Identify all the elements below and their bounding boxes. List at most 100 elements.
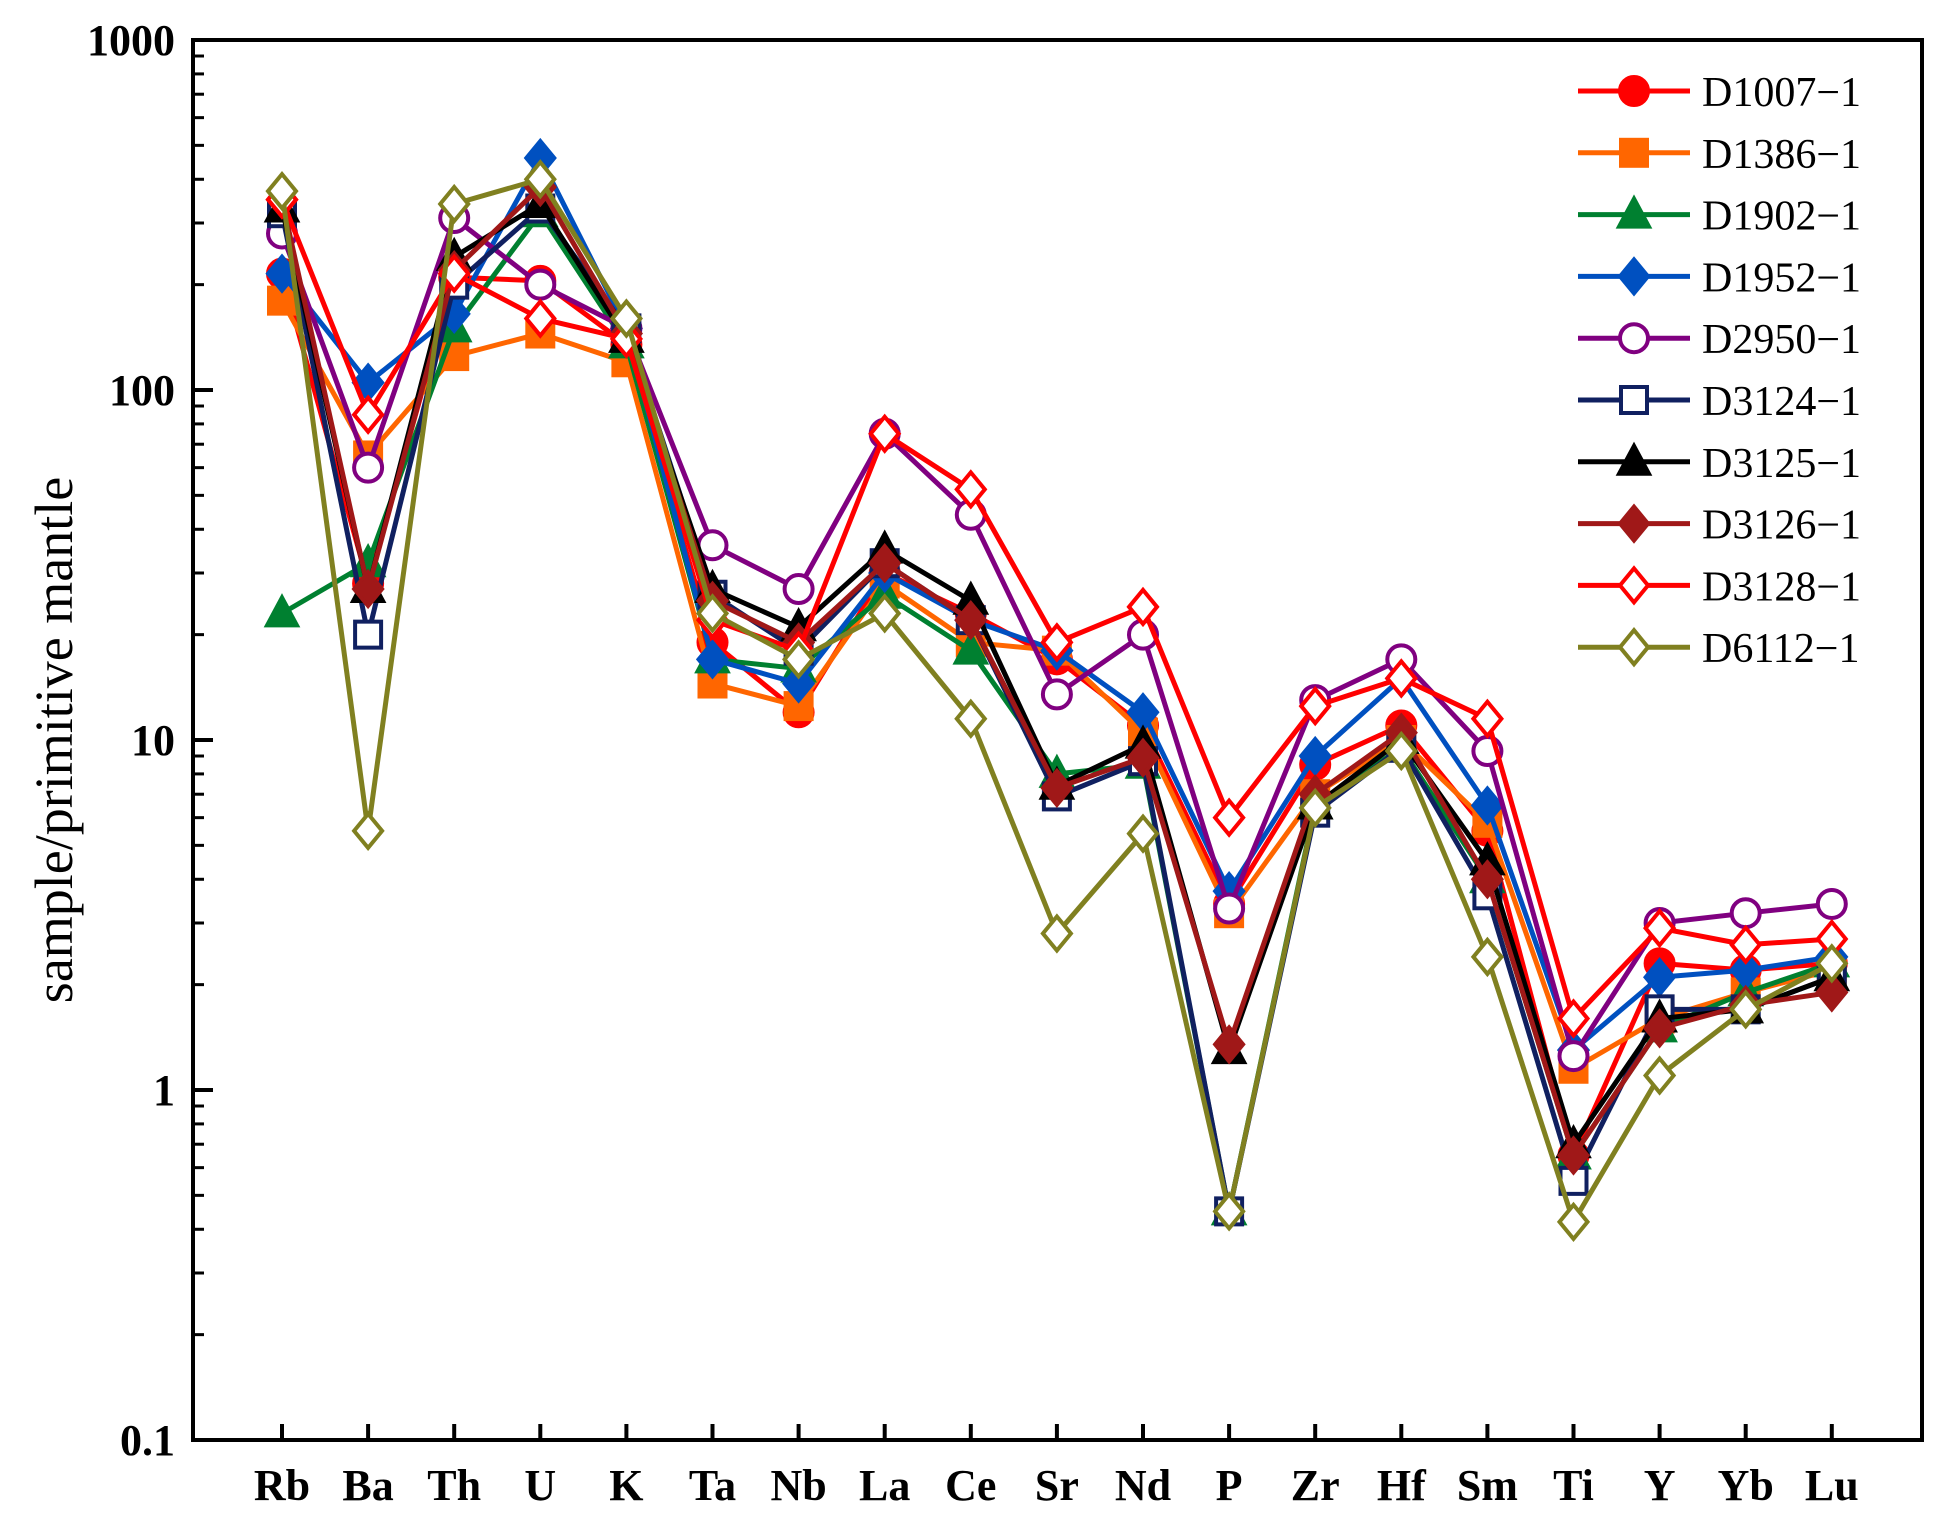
data-point bbox=[1556, 1201, 1591, 1243]
data-point bbox=[954, 698, 988, 739]
x-tick-label: K bbox=[609, 1461, 643, 1510]
legend-label: D3125−1 bbox=[1702, 441, 1861, 487]
x-tick-label: Th bbox=[427, 1461, 481, 1510]
data-point bbox=[1126, 813, 1160, 854]
x-tick-label: Sm bbox=[1457, 1461, 1518, 1510]
data-point bbox=[1126, 586, 1160, 628]
data-point bbox=[351, 568, 385, 610]
x-tick-label: Sr bbox=[1035, 1461, 1079, 1510]
legend-entry: D6112−1 bbox=[1578, 626, 1859, 672]
legend-marker bbox=[1618, 322, 1650, 355]
legend-marker bbox=[1615, 194, 1653, 229]
data-point bbox=[782, 573, 815, 606]
data-point bbox=[868, 593, 902, 634]
series-layer bbox=[263, 137, 1851, 1243]
data-point bbox=[1556, 998, 1591, 1039]
data-point bbox=[1213, 892, 1246, 925]
series-D1007−1 bbox=[266, 257, 1848, 1172]
x-tick-label: Ti bbox=[1553, 1461, 1594, 1510]
legend-marker bbox=[1617, 256, 1651, 297]
data-point bbox=[1040, 622, 1074, 663]
data-point bbox=[1470, 698, 1504, 739]
legend-label: D2950−1 bbox=[1702, 317, 1861, 363]
data-point bbox=[1729, 989, 1763, 1030]
y-tick-label: 0.1 bbox=[120, 1416, 175, 1465]
legend-label: D3124−1 bbox=[1702, 379, 1861, 425]
data-point bbox=[1643, 1055, 1677, 1096]
legend-entry: D1007−1 bbox=[1578, 70, 1861, 116]
data-point bbox=[1298, 787, 1332, 828]
data-point bbox=[351, 810, 385, 852]
legend: D1007−1 D1386−1 D1902−1 D1952−1 D2950−1 D3124… bbox=[1578, 70, 1861, 672]
data-point bbox=[695, 639, 730, 680]
legend-label: D3128−1 bbox=[1702, 564, 1861, 610]
data-point bbox=[1643, 1008, 1677, 1049]
data-point bbox=[437, 183, 471, 225]
legend-marker bbox=[1619, 137, 1649, 168]
series-D3128−1 bbox=[265, 179, 1849, 1039]
legend-entry: D1902−1 bbox=[1578, 194, 1861, 240]
x-tick-label: Rb bbox=[254, 1461, 310, 1510]
legend-entry: D1386−1 bbox=[1578, 132, 1861, 178]
series-D6112−1 bbox=[265, 159, 1849, 1243]
legend-entry: D3126−1 bbox=[1578, 503, 1861, 549]
data-point bbox=[954, 469, 988, 510]
legend-marker bbox=[1615, 441, 1653, 476]
data-point bbox=[1212, 797, 1246, 838]
legend-label: D1902−1 bbox=[1702, 194, 1861, 240]
data-point bbox=[1040, 678, 1073, 711]
data-point bbox=[782, 663, 816, 704]
x-tick-label: Yb bbox=[1718, 1461, 1774, 1510]
data-point bbox=[1470, 936, 1504, 978]
legend-entry: D3125−1 bbox=[1578, 441, 1861, 487]
x-tick-label: Y bbox=[1644, 1461, 1676, 1510]
data-point bbox=[1815, 972, 1849, 1013]
series-line bbox=[280, 210, 1833, 1214]
y-tick-label: 100 bbox=[109, 366, 175, 415]
data-point bbox=[352, 451, 385, 484]
data-point bbox=[1040, 767, 1074, 808]
x-tick-label: Lu bbox=[1805, 1461, 1859, 1510]
data-point bbox=[1470, 859, 1504, 900]
legend-label: D1386−1 bbox=[1702, 132, 1861, 178]
data-point bbox=[1212, 1191, 1246, 1232]
data-point bbox=[952, 630, 990, 665]
data-point bbox=[868, 413, 902, 454]
data-point bbox=[353, 619, 384, 650]
data-point bbox=[523, 159, 557, 200]
x-tick-label: P bbox=[1216, 1461, 1243, 1510]
legend-entry: D3124−1 bbox=[1578, 379, 1861, 425]
data-point bbox=[1729, 897, 1762, 930]
legend-entry: D2950−1 bbox=[1578, 317, 1861, 363]
x-tick-label: La bbox=[859, 1461, 910, 1510]
legend-entry: D1952−1 bbox=[1578, 255, 1861, 301]
data-point bbox=[1557, 1040, 1590, 1073]
data-point bbox=[1298, 735, 1332, 777]
legend-marker bbox=[1618, 75, 1650, 107]
data-point bbox=[1298, 685, 1332, 727]
data-point bbox=[523, 298, 557, 339]
data-point bbox=[868, 543, 902, 584]
data-point bbox=[1126, 737, 1160, 778]
legend-marker bbox=[1617, 627, 1651, 668]
data-point bbox=[1384, 730, 1418, 772]
legend-label: D3126−1 bbox=[1702, 503, 1861, 549]
legend-marker bbox=[1619, 385, 1649, 415]
legend-marker bbox=[1617, 565, 1651, 606]
x-tick-label: Ta bbox=[689, 1461, 736, 1510]
x-tick-label: Hf bbox=[1377, 1461, 1427, 1510]
data-point bbox=[1815, 887, 1848, 920]
x-tick-label: Ba bbox=[342, 1461, 393, 1510]
data-point bbox=[524, 268, 557, 301]
y-tick-label: 1 bbox=[153, 1066, 175, 1115]
data-point bbox=[1643, 908, 1677, 949]
legend-marker bbox=[1617, 503, 1651, 544]
legend-label: D6112−1 bbox=[1702, 626, 1859, 672]
x-tick-label: U bbox=[524, 1461, 556, 1510]
data-point bbox=[695, 593, 730, 634]
data-point bbox=[351, 394, 385, 435]
y-tick-label: 1000 bbox=[87, 16, 175, 65]
data-point bbox=[1384, 658, 1418, 699]
